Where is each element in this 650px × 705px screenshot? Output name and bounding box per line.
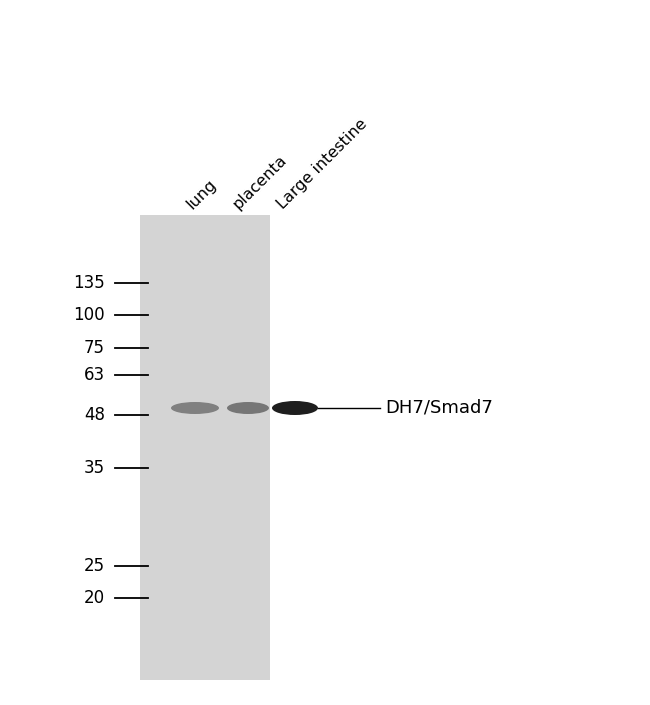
Text: 48: 48	[84, 406, 105, 424]
Text: 35: 35	[84, 459, 105, 477]
Text: 75: 75	[84, 339, 105, 357]
Ellipse shape	[171, 402, 219, 414]
Text: 135: 135	[73, 274, 105, 292]
Bar	[140, 215, 270, 680]
Text: 63: 63	[84, 366, 105, 384]
Text: 20: 20	[84, 589, 105, 607]
Ellipse shape	[227, 402, 269, 414]
Text: lung: lung	[185, 176, 220, 212]
Text: 25: 25	[84, 557, 105, 575]
Text: Large intestine: Large intestine	[274, 116, 370, 212]
Text: DH7/Smad7: DH7/Smad7	[385, 399, 493, 417]
Ellipse shape	[272, 401, 318, 415]
Text: placenta: placenta	[229, 152, 289, 212]
Text: 100: 100	[73, 306, 105, 324]
